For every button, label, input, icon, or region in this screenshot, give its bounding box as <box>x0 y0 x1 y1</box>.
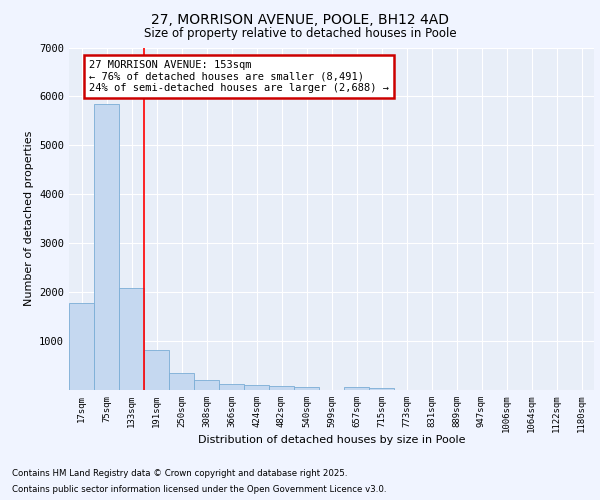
X-axis label: Distribution of detached houses by size in Poole: Distribution of detached houses by size … <box>198 436 465 446</box>
Text: Contains HM Land Registry data © Crown copyright and database right 2025.: Contains HM Land Registry data © Crown c… <box>12 468 347 477</box>
Text: Size of property relative to detached houses in Poole: Size of property relative to detached ho… <box>143 28 457 40</box>
Bar <box>344 387 369 390</box>
Text: 27 MORRISON AVENUE: 153sqm
← 76% of detached houses are smaller (8,491)
24% of s: 27 MORRISON AVENUE: 153sqm ← 76% of deta… <box>89 60 389 93</box>
Y-axis label: Number of detached properties: Number of detached properties <box>23 131 34 306</box>
Bar <box>69 303 94 390</box>
Bar <box>244 384 269 390</box>
Bar <box>194 380 219 390</box>
Bar <box>169 373 194 390</box>
Bar <box>269 386 294 390</box>
Bar <box>119 288 144 390</box>
Bar <box>144 350 169 390</box>
Bar <box>294 387 319 390</box>
Bar <box>219 384 244 390</box>
Bar <box>369 388 394 390</box>
Text: 27, MORRISON AVENUE, POOLE, BH12 4AD: 27, MORRISON AVENUE, POOLE, BH12 4AD <box>151 12 449 26</box>
Text: Contains public sector information licensed under the Open Government Licence v3: Contains public sector information licen… <box>12 485 386 494</box>
Bar <box>94 104 119 390</box>
